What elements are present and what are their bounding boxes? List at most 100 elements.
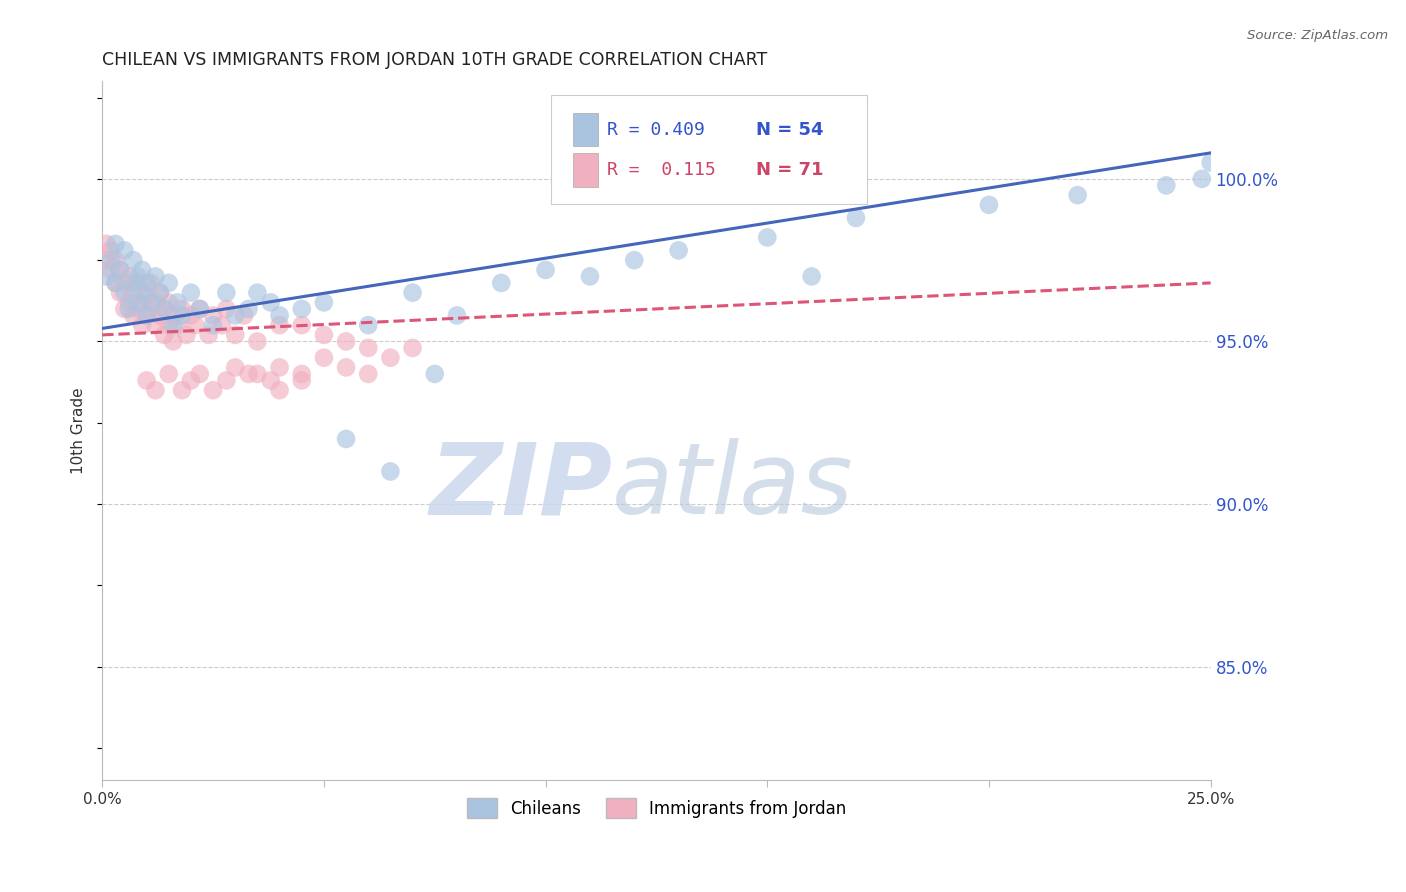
Point — [202, 309, 225, 323]
Point — [104, 253, 127, 268]
Point — [756, 230, 779, 244]
Point — [118, 295, 141, 310]
Point — [233, 309, 256, 323]
Point — [127, 269, 149, 284]
Point — [188, 301, 211, 316]
Point — [104, 276, 127, 290]
Point — [149, 285, 172, 300]
Point — [246, 285, 269, 300]
Point — [104, 236, 127, 251]
Point — [1199, 155, 1222, 169]
Point — [188, 367, 211, 381]
Point — [238, 367, 260, 381]
Point — [312, 327, 335, 342]
Point — [845, 211, 868, 225]
Point — [211, 318, 233, 333]
Point — [260, 373, 283, 387]
Point — [162, 334, 184, 349]
Point — [215, 285, 238, 300]
Point — [108, 263, 131, 277]
Point — [122, 285, 145, 300]
Point — [157, 295, 180, 310]
Text: N = 54: N = 54 — [756, 120, 824, 138]
Point — [491, 276, 513, 290]
Point — [153, 301, 176, 316]
Point — [162, 309, 184, 323]
Point — [291, 318, 314, 333]
Point — [108, 285, 131, 300]
Point — [122, 309, 145, 323]
Point — [139, 276, 162, 290]
Point — [135, 373, 157, 387]
Point — [401, 285, 423, 300]
Bar — [574, 112, 598, 146]
Point — [157, 367, 180, 381]
Point — [1191, 172, 1213, 186]
Point — [380, 351, 402, 365]
Y-axis label: 10th Grade: 10th Grade — [72, 387, 86, 475]
Point — [166, 295, 188, 310]
Point — [131, 318, 153, 333]
Point — [269, 318, 291, 333]
Point — [668, 244, 690, 258]
Point — [357, 367, 380, 381]
Point — [96, 236, 118, 251]
Point — [145, 295, 167, 310]
Point — [145, 383, 167, 397]
Point — [104, 276, 127, 290]
Point — [335, 334, 357, 349]
Point — [127, 295, 149, 310]
Text: CHILEAN VS IMMIGRANTS FROM JORDAN 10TH GRADE CORRELATION CHART: CHILEAN VS IMMIGRANTS FROM JORDAN 10TH G… — [103, 51, 768, 69]
Point — [135, 285, 157, 300]
Point — [215, 373, 238, 387]
Point — [112, 244, 135, 258]
Point — [224, 327, 246, 342]
Point — [291, 367, 314, 381]
Text: N = 71: N = 71 — [756, 161, 824, 179]
Point — [357, 341, 380, 355]
Point — [100, 253, 122, 268]
Text: ZIP: ZIP — [429, 438, 612, 535]
Point — [269, 309, 291, 323]
Point — [246, 367, 269, 381]
Point — [260, 295, 283, 310]
Point — [118, 301, 141, 316]
Point — [118, 269, 141, 284]
Point — [534, 263, 557, 277]
Point — [135, 309, 157, 323]
Point — [623, 253, 645, 268]
Point — [112, 285, 135, 300]
Point — [202, 318, 225, 333]
Point — [291, 301, 314, 316]
Point — [96, 253, 118, 268]
Point — [149, 309, 172, 323]
Point — [170, 309, 193, 323]
Point — [269, 383, 291, 397]
Point — [131, 295, 153, 310]
Point — [312, 351, 335, 365]
Point — [357, 318, 380, 333]
Point — [180, 285, 202, 300]
Text: Source: ZipAtlas.com: Source: ZipAtlas.com — [1247, 29, 1388, 43]
Point — [100, 244, 122, 258]
Point — [112, 301, 135, 316]
Point — [176, 327, 198, 342]
Point — [977, 198, 1000, 212]
Point — [145, 269, 167, 284]
Point — [269, 360, 291, 375]
Text: atlas: atlas — [612, 438, 853, 535]
FancyBboxPatch shape — [551, 95, 868, 203]
Legend: Chileans, Immigrants from Jordan: Chileans, Immigrants from Jordan — [460, 792, 853, 824]
Point — [215, 301, 238, 316]
Point — [127, 276, 149, 290]
Point — [170, 301, 193, 316]
Point — [380, 465, 402, 479]
Point — [312, 295, 335, 310]
Point — [335, 432, 357, 446]
Point — [197, 327, 219, 342]
Bar — [574, 153, 598, 187]
Point — [170, 383, 193, 397]
Point — [224, 309, 246, 323]
Point — [162, 318, 184, 333]
Point — [335, 360, 357, 375]
